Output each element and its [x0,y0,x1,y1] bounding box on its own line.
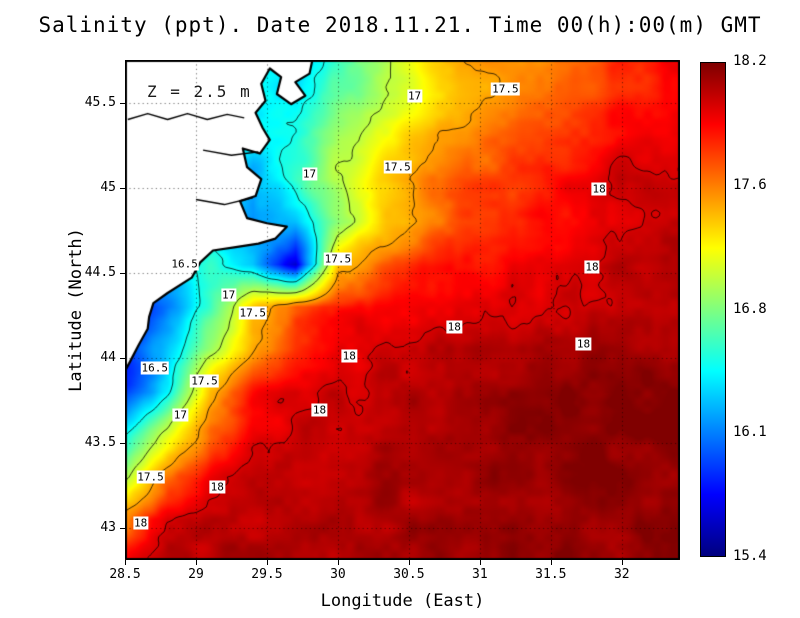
contour-label: 17 [220,288,237,302]
y-tick-label: 44 [100,349,116,365]
contour-label: 18 [209,480,225,494]
y-tick-mark [120,527,125,529]
x-tick-label: 31.5 [535,567,567,582]
x-tick-mark [195,560,197,565]
y-tick-mark [120,357,125,359]
contour-label: 17 [406,89,423,103]
x-tick-label: 32 [613,567,630,582]
contour-label: 17.5 [323,252,353,266]
x-tick-label: 30 [330,567,346,582]
contour-label: 17.5 [190,374,219,388]
y-tick-label: 44.5 [84,264,116,280]
x-tick-label: 29.5 [251,567,283,582]
y-tick-label: 45 [100,179,116,195]
contour-label: 16.5 [170,257,199,271]
contour-label: 17 [301,167,318,181]
contour-label: 18 [311,403,328,417]
figure-title: Salinity (ppt). Date 2018.11.21. Time 00… [38,13,762,37]
depth-annotation: Z = 2.5 m [147,82,252,101]
contour-label: 16.5 [140,361,170,375]
y-tick-label: 45.5 [84,94,116,110]
x-tick-mark [479,560,481,565]
y-tick-label: 43.5 [84,434,116,450]
x-tick-mark [337,560,339,565]
contour-label: 18 [446,320,462,334]
contour-label: 18 [341,349,357,363]
y-tick-mark [120,442,125,444]
x-tick-label: 31 [472,567,488,582]
y-tick-mark [120,272,125,274]
x-tick-mark [266,560,268,565]
colorbar-tick-label: 17.6 [733,176,767,193]
contour-label: 18 [584,260,600,274]
contour-label: 17.5 [136,470,165,484]
x-tick-mark [550,560,552,565]
contour-label: 17.5 [491,82,520,96]
x-axis-label: Longitude (East) [320,591,485,611]
x-tick-mark [125,560,126,565]
x-tick-mark [621,560,623,565]
y-tick-mark [120,187,125,189]
x-tick-label: 29 [188,567,204,582]
contour-label: 17.5 [383,160,412,174]
y-tick-mark [120,102,125,104]
x-tick-label: 28.5 [109,567,141,582]
colorbar-tick-label: 16.1 [733,424,767,441]
contour-label: 18 [591,182,607,196]
salinity-heatmap-canvas [125,60,680,560]
x-tick-mark [408,560,410,565]
contour-label: 18 [575,337,592,351]
contour-label: 17 [172,408,188,422]
contour-label: 17.5 [238,306,267,320]
map-plot-area: Z = 2.5 m [125,60,680,560]
colorbar-tick-label: 16.8 [733,300,767,317]
colorbar [700,62,726,557]
contour-label: 18 [132,516,149,530]
y-axis-label: Latitude (North) [66,228,86,392]
colorbar-tick-label: 15.4 [733,548,767,564]
colorbar-tick-label: 18.2 [733,53,767,69]
x-tick-label: 30.5 [393,567,425,582]
y-tick-label: 43 [100,519,116,535]
